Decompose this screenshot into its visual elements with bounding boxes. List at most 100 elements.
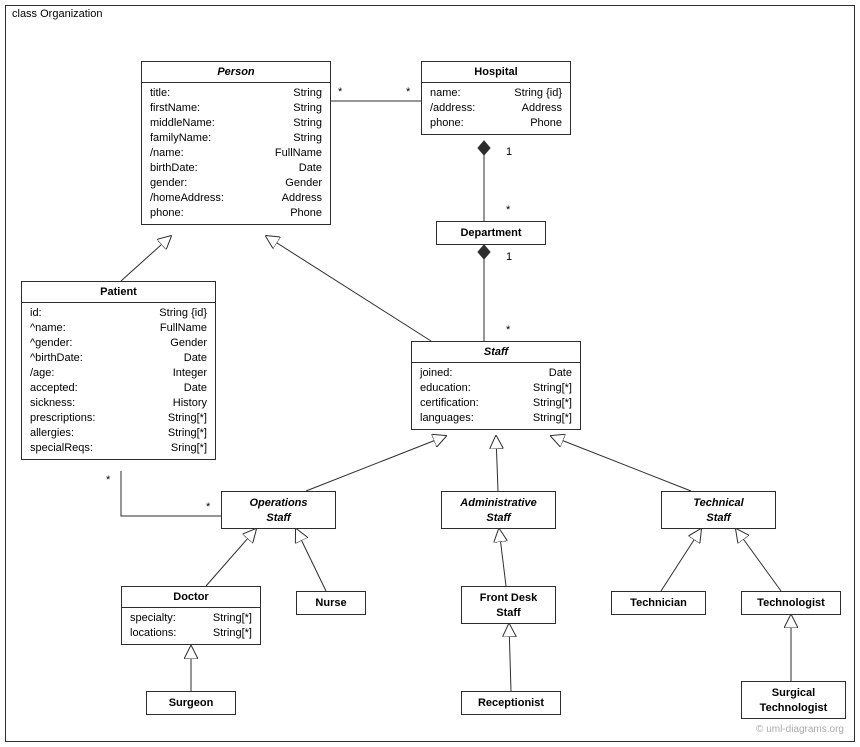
attribute-name: gender: bbox=[150, 176, 242, 191]
attribute-row: id: String {id} bbox=[30, 306, 207, 321]
attribute-type: FullName bbox=[275, 146, 322, 161]
attribute-type: String[*] bbox=[533, 411, 572, 426]
attribute-row: languages: String[*] bbox=[420, 411, 572, 426]
multiplicity-label: * bbox=[506, 324, 510, 336]
attribute-type: Date bbox=[184, 381, 207, 396]
attribute-row: accepted:Date bbox=[30, 381, 207, 396]
attribute-row: education: String[*] bbox=[420, 381, 572, 396]
multiplicity-label: 1 bbox=[506, 146, 512, 158]
attribute-name: /homeAddress: bbox=[150, 191, 242, 206]
class-attributes: title:StringfirstName:StringmiddleName:S… bbox=[142, 83, 330, 224]
attribute-name: firstName: bbox=[150, 101, 242, 116]
attribute-type: String[*] bbox=[533, 396, 572, 411]
attribute-type: Integer bbox=[173, 366, 207, 381]
attribute-type: Date bbox=[184, 351, 207, 366]
class-title: Surgeon bbox=[147, 692, 235, 714]
class-department: Department bbox=[436, 221, 546, 245]
class-attributes: id:String {id}^name:FullName^gender:Gend… bbox=[22, 303, 215, 459]
class-surgtech: SurgicalTechnologist bbox=[741, 681, 846, 719]
attribute-name: specialty: bbox=[130, 611, 204, 626]
attribute-type: Date bbox=[299, 161, 322, 176]
attribute-type: String[*] bbox=[168, 426, 207, 441]
attribute-name: education: bbox=[420, 381, 518, 396]
attribute-name: id: bbox=[30, 306, 128, 321]
attribute-row: gender: Gender bbox=[150, 176, 322, 191]
attribute-name: allergies: bbox=[30, 426, 128, 441]
multiplicity-label: * bbox=[506, 204, 510, 216]
attribute-name: joined: bbox=[420, 366, 518, 381]
attribute-row: ^name:FullName bbox=[30, 321, 207, 336]
class-title: AdministrativeStaff bbox=[442, 492, 555, 530]
class-diagram-frame: class Organization Persontitle:Stringfir… bbox=[5, 5, 855, 742]
composition-diamond-icon bbox=[478, 141, 490, 155]
generalization-edge bbox=[661, 529, 701, 591]
attribute-name: sickness: bbox=[30, 396, 128, 411]
attribute-row: /homeAddress: Address bbox=[150, 191, 322, 206]
class-attributes: name:String {id}/address:Addressphone:Ph… bbox=[422, 83, 570, 134]
class-technician: Technician bbox=[611, 591, 706, 615]
attribute-row: joined: Date bbox=[420, 366, 572, 381]
attribute-type: Date bbox=[549, 366, 572, 381]
attribute-name: /name: bbox=[150, 146, 242, 161]
attribute-row: allergies: String[*] bbox=[30, 426, 207, 441]
attribute-type: Phone bbox=[530, 116, 562, 131]
attribute-name: ^birthDate: bbox=[30, 351, 128, 366]
class-attributes: joined: Date education: String[*]certificat… bbox=[412, 363, 580, 429]
attribute-type: String {id} bbox=[159, 306, 207, 321]
attribute-name: /address: bbox=[430, 101, 498, 116]
class-title: Department bbox=[437, 222, 545, 244]
attribute-row: certification:String[*] bbox=[420, 396, 572, 411]
multiplicity-label: * bbox=[206, 501, 210, 513]
attribute-name: prescriptions: bbox=[30, 411, 128, 426]
attribute-type: Gender bbox=[285, 176, 322, 191]
multiplicity-label: * bbox=[406, 86, 410, 98]
generalization-edge bbox=[266, 236, 431, 341]
attribute-type: History bbox=[173, 396, 207, 411]
attribute-type: String {id} bbox=[514, 86, 562, 101]
class-title: Receptionist bbox=[462, 692, 560, 714]
class-title: Doctor bbox=[122, 587, 260, 608]
class-receptionist: Receptionist bbox=[461, 691, 561, 715]
attribute-row: phone:Phone bbox=[150, 206, 322, 221]
attribute-type: String bbox=[293, 131, 322, 146]
attribute-type: Gender bbox=[170, 336, 207, 351]
generalization-edge bbox=[306, 436, 446, 491]
attribute-row: prescriptions:String[*] bbox=[30, 411, 207, 426]
class-technologist: Technologist bbox=[741, 591, 841, 615]
class-attributes: specialty:String[*]locations:String[*] bbox=[122, 608, 260, 644]
attribute-name: middleName: bbox=[150, 116, 242, 131]
attribute-row: ^birthDate: Date bbox=[30, 351, 207, 366]
class-hospital: Hospitalname:String {id}/address:Address… bbox=[421, 61, 571, 135]
attribute-name: ^name: bbox=[30, 321, 128, 336]
attribute-row: sickness: History bbox=[30, 396, 207, 411]
multiplicity-label: * bbox=[106, 474, 110, 486]
attribute-row: middleName:String bbox=[150, 116, 322, 131]
class-title: TechnicalStaff bbox=[662, 492, 775, 530]
attribute-name: locations: bbox=[130, 626, 204, 641]
generalization-edge bbox=[121, 236, 171, 281]
attribute-name: name: bbox=[430, 86, 498, 101]
class-title: Technician bbox=[612, 592, 705, 614]
composition-diamond-icon bbox=[478, 245, 490, 259]
class-patient: Patientid:String {id}^name:FullName^gend… bbox=[21, 281, 216, 460]
attribute-row: /age:Integer bbox=[30, 366, 207, 381]
attribute-row: birthDate: Date bbox=[150, 161, 322, 176]
generalization-edge bbox=[509, 624, 511, 691]
attribute-type: Phone bbox=[290, 206, 322, 221]
generalization-edge bbox=[296, 529, 326, 591]
attribute-type: Address bbox=[282, 191, 322, 206]
class-person: Persontitle:StringfirstName:Stringmiddle… bbox=[141, 61, 331, 225]
attribute-row: title:String bbox=[150, 86, 322, 101]
multiplicity-label: 1 bbox=[506, 251, 512, 263]
class-doctor: Doctorspecialty:String[*]locations:Strin… bbox=[121, 586, 261, 645]
class-title: Patient bbox=[22, 282, 215, 303]
attribute-name: birthDate: bbox=[150, 161, 242, 176]
attribute-type: String bbox=[293, 86, 322, 101]
class-nurse: Nurse bbox=[296, 591, 366, 615]
attribute-name: languages: bbox=[420, 411, 518, 426]
attribute-type: String[*] bbox=[533, 381, 572, 396]
frame-label: class Organization bbox=[5, 5, 114, 22]
attribute-name: specialReqs: bbox=[30, 441, 128, 456]
attribute-row: /address:Address bbox=[430, 101, 562, 116]
generalization-edge bbox=[551, 436, 691, 491]
